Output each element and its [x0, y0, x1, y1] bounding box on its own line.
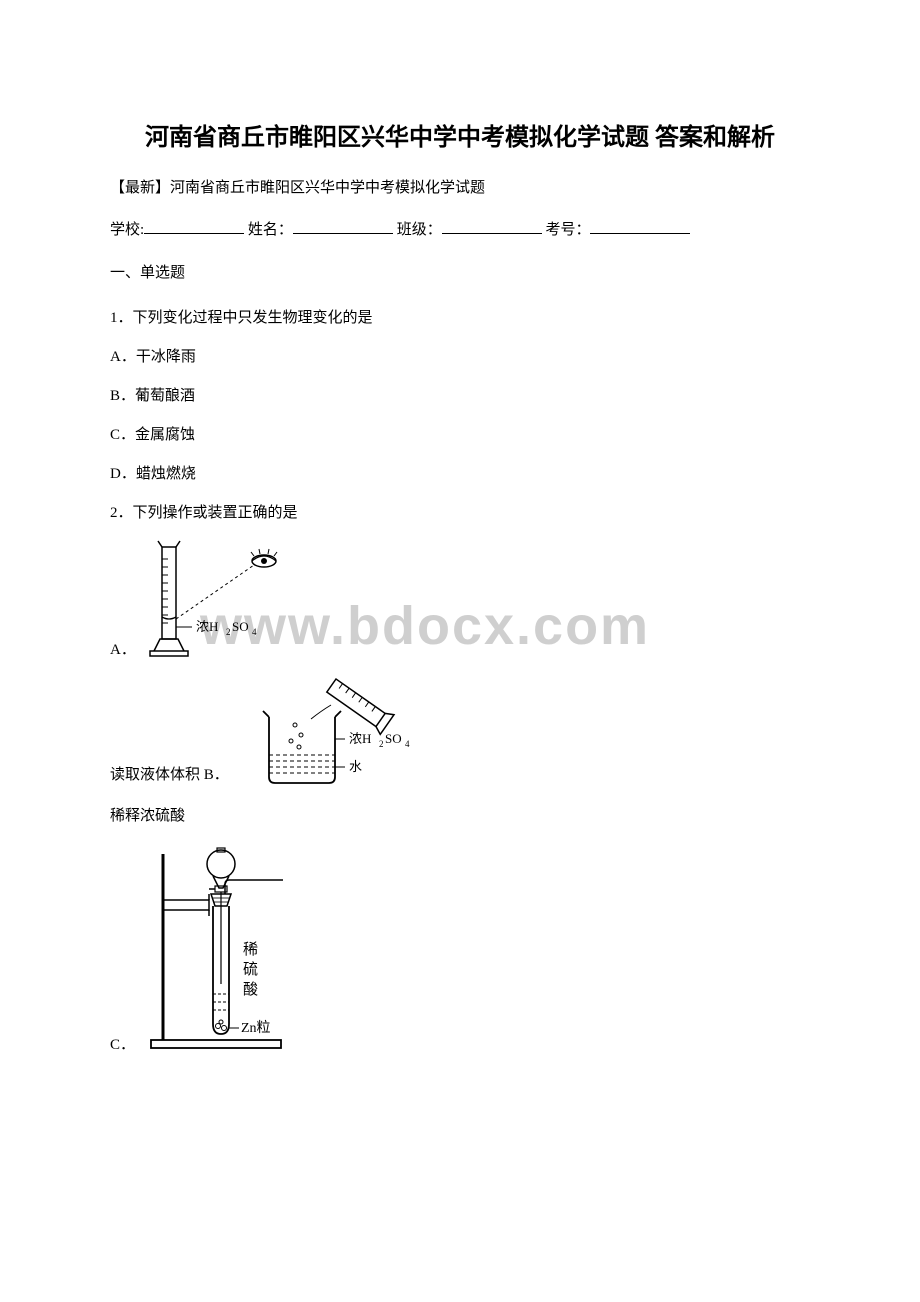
q1-option-b: B．葡萄酿酒	[110, 383, 810, 410]
q2-option-a-label: A．	[110, 638, 136, 659]
q1-option-a: A．干冰降雨	[110, 344, 810, 371]
svg-text:酸: 酸	[243, 981, 258, 998]
number-label: 考号：	[545, 222, 590, 238]
school-label: 学校:	[110, 222, 144, 238]
svg-text:浓H: 浓H	[196, 619, 218, 634]
q2-option-a-caption: 读取液体体积 B．	[110, 669, 810, 789]
q2-option-c-label: C．	[110, 1033, 135, 1054]
hydrogen-apparatus-diagram: 稀 硫 酸 Zn粒	[143, 844, 353, 1054]
svg-text:稀: 稀	[243, 941, 258, 958]
dilute-h2so4-diagram: 浓H 2 SO 4 水	[241, 669, 461, 789]
svg-text:4: 4	[405, 739, 410, 749]
svg-text:2: 2	[226, 627, 231, 637]
svg-text:2: 2	[379, 739, 384, 749]
question-1: 1．下列变化过程中只发生物理变化的是	[110, 305, 810, 332]
class-label: 班级：	[397, 222, 442, 238]
svg-text:SO: SO	[232, 619, 249, 634]
page-title: 河南省商丘市睢阳区兴华中学中考模拟化学试题 答案和解析	[110, 120, 810, 156]
q1-option-d: D．蜡烛燃烧	[110, 461, 810, 488]
svg-text:4: 4	[252, 627, 257, 637]
q2-option-b-caption: 稀释浓硫酸	[110, 803, 810, 830]
svg-text:SO: SO	[385, 731, 402, 746]
svg-text:浓H: 浓H	[349, 731, 371, 746]
svg-text:水: 水	[349, 759, 362, 774]
svg-text:Zn粒: Zn粒	[241, 1020, 271, 1036]
q1-option-c: C．金属腐蚀	[110, 422, 810, 449]
question-2: 2．下列操作或装置正确的是	[110, 500, 810, 527]
subtitle: 【最新】河南省商丘市睢阳区兴华中学中考模拟化学试题	[110, 176, 810, 200]
section-header: 一、单选题	[110, 260, 810, 287]
name-label: 姓名：	[248, 222, 293, 238]
q2-option-c-row: C．	[110, 844, 810, 1054]
q2-option-a-row: A．	[110, 539, 810, 659]
student-info-row: 学校: 姓名： 班级： 考号：	[110, 218, 810, 242]
graduated-cylinder-diagram: 浓H 2 SO 4	[144, 539, 314, 659]
svg-text:硫: 硫	[243, 961, 258, 978]
